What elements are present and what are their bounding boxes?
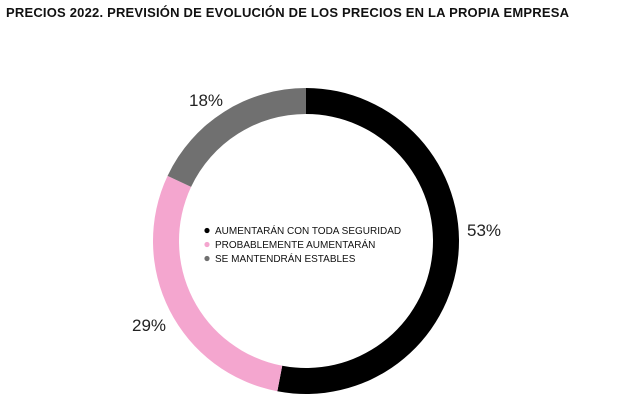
slice-percent-label: 18% xyxy=(189,91,223,110)
slice-percent-label: 53% xyxy=(467,221,501,240)
chart-title: PRECIOS 2022. PREVISIÓN DE EVOLUCIÓN DE … xyxy=(6,5,570,20)
donut-slice-3 xyxy=(167,88,306,187)
legend-marker xyxy=(204,227,210,234)
donut-slice-2 xyxy=(152,175,283,392)
legend-marker xyxy=(204,241,210,248)
legend-entry: SE MANTENDRÁN ESTABLES xyxy=(215,252,356,265)
donut-slice-1 xyxy=(277,88,459,394)
legend-entry: AUMENTARÁN CON TODA SEGURIDAD xyxy=(215,224,401,237)
legend-entry: PROBABLEMENTE AUMENTARÁN xyxy=(215,238,375,251)
slice-percent-label: 29% xyxy=(132,316,166,335)
legend-marker xyxy=(204,255,210,262)
